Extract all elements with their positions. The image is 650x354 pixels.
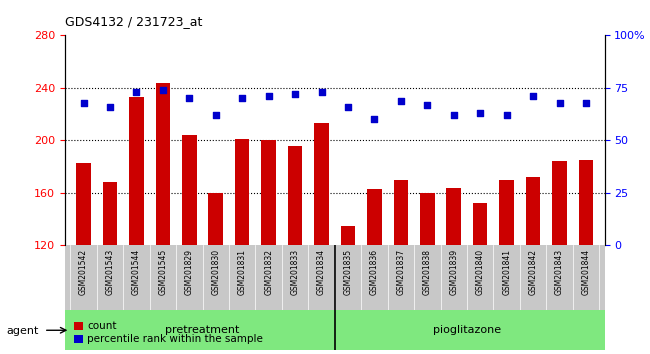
Text: GSM201838: GSM201838 (422, 249, 432, 295)
Text: GDS4132 / 231723_at: GDS4132 / 231723_at (65, 15, 202, 28)
Text: GSM201833: GSM201833 (291, 249, 300, 295)
Text: GSM201544: GSM201544 (132, 249, 141, 295)
Bar (76, 163, 91, 245)
Bar (235, 139, 250, 245)
Point (131, 89, 142, 95)
Text: GSM201836: GSM201836 (370, 249, 379, 295)
Point (343, 104, 353, 110)
Text: GSM201835: GSM201835 (343, 249, 352, 295)
Point (448, 112, 459, 118)
Text: GSM201837: GSM201837 (396, 249, 406, 295)
Point (501, 112, 512, 118)
Text: GSM201834: GSM201834 (317, 249, 326, 295)
Text: GSM201839: GSM201839 (449, 249, 458, 295)
Point (554, 100, 565, 105)
Bar (447, 188, 461, 245)
Legend: count, percentile rank within the sample: count, percentile rank within the sample (70, 317, 267, 348)
Point (78, 100, 88, 105)
Text: GSM201831: GSM201831 (238, 249, 247, 295)
Bar (526, 177, 540, 245)
Point (475, 110, 486, 116)
Text: agent: agent (6, 326, 39, 336)
Bar (420, 193, 435, 245)
Bar (341, 226, 356, 245)
Bar (288, 146, 302, 245)
Bar (394, 180, 408, 245)
Text: pretreatment: pretreatment (165, 325, 240, 335)
Point (237, 96, 248, 101)
Text: GSM201545: GSM201545 (159, 249, 167, 295)
Point (581, 100, 592, 105)
Text: GSM201830: GSM201830 (211, 249, 220, 295)
Bar (314, 123, 329, 245)
Point (211, 112, 221, 118)
Point (396, 98, 406, 103)
Bar (578, 160, 593, 245)
Point (422, 102, 432, 108)
Text: GSM201844: GSM201844 (582, 249, 590, 295)
Bar (182, 135, 196, 245)
Bar (103, 182, 117, 245)
Text: GSM201542: GSM201542 (79, 249, 88, 295)
Bar (155, 82, 170, 245)
Point (290, 91, 300, 97)
Point (158, 87, 168, 93)
Point (528, 93, 538, 99)
Text: pioglitazone: pioglitazone (433, 325, 501, 335)
Text: GSM201543: GSM201543 (105, 249, 114, 295)
Text: GSM201843: GSM201843 (555, 249, 564, 295)
Bar (261, 141, 276, 245)
Bar (473, 204, 488, 245)
Text: GSM201840: GSM201840 (476, 249, 485, 295)
Text: GSM201832: GSM201832 (264, 249, 273, 295)
Point (369, 116, 380, 122)
Bar (367, 189, 382, 245)
Text: GSM201842: GSM201842 (528, 249, 538, 295)
Bar (209, 193, 223, 245)
Point (263, 93, 274, 99)
Point (184, 96, 194, 101)
Point (105, 104, 115, 110)
Bar (499, 180, 514, 245)
Bar (552, 161, 567, 245)
Text: GSM201829: GSM201829 (185, 249, 194, 295)
Point (317, 89, 327, 95)
Text: GSM201841: GSM201841 (502, 249, 511, 295)
Bar (129, 97, 144, 245)
